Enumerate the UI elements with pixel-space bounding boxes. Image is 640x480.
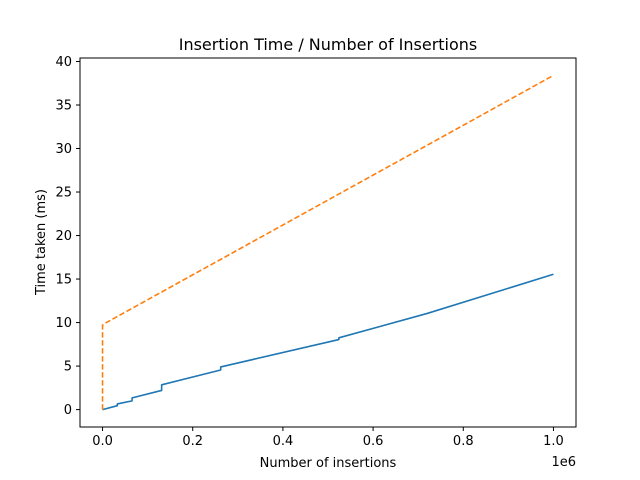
series-line-2 [101, 74, 554, 410]
y-tick-label: 30 [55, 142, 72, 157]
x-tick-label: 0.2 [182, 434, 203, 449]
axes-frame [79, 57, 577, 428]
y-tick-label: 35 [55, 98, 72, 113]
y-tick-label: 25 [55, 186, 72, 201]
y-axis-label: Time taken (ms) [34, 189, 49, 296]
y-tick-label: 15 [55, 273, 72, 288]
y-tick-label: 10 [55, 316, 72, 331]
y-tick-label: 0 [64, 403, 72, 418]
plot-area [101, 74, 554, 411]
x-axis-label: Number of insertions [260, 456, 397, 471]
chart-title: Insertion Time / Number of Insertions [179, 35, 478, 54]
x-offset-label: 1e6 [551, 455, 576, 470]
x-tick-label: 1.0 [543, 434, 564, 449]
y-tick-label: 20 [55, 229, 72, 244]
x-tick-label: 0.0 [92, 434, 113, 449]
x-tick-label: 0.4 [273, 434, 294, 449]
series-line-1 [102, 273, 554, 411]
y-tick-label: 5 [64, 360, 72, 375]
y-tick-label: 40 [55, 55, 72, 70]
x-tick-label: 0.8 [453, 434, 474, 449]
x-tick-label: 0.6 [363, 434, 384, 449]
